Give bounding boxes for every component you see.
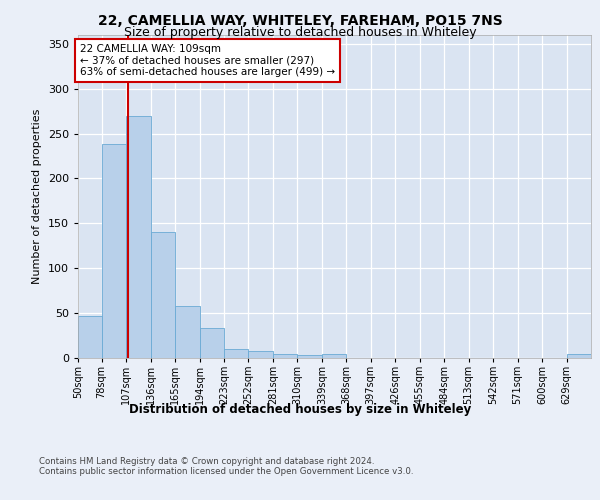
Bar: [248, 351, 273, 358]
Bar: [273, 354, 298, 358]
Bar: [322, 354, 346, 358]
Bar: [298, 355, 322, 358]
Text: Distribution of detached houses by size in Whiteley: Distribution of detached houses by size …: [129, 402, 471, 415]
Bar: [566, 354, 591, 358]
Text: Contains HM Land Registry data © Crown copyright and database right 2024.: Contains HM Land Registry data © Crown c…: [39, 458, 374, 466]
Bar: [151, 232, 175, 358]
Bar: [126, 116, 151, 358]
Text: 22 CAMELLIA WAY: 109sqm
← 37% of detached houses are smaller (297)
63% of semi-d: 22 CAMELLIA WAY: 109sqm ← 37% of detache…: [80, 44, 335, 77]
Text: 22, CAMELLIA WAY, WHITELEY, FAREHAM, PO15 7NS: 22, CAMELLIA WAY, WHITELEY, FAREHAM, PO1…: [98, 14, 502, 28]
Text: Contains public sector information licensed under the Open Government Licence v3: Contains public sector information licen…: [39, 468, 413, 476]
Bar: [175, 306, 199, 358]
Bar: [224, 348, 248, 358]
Bar: [199, 328, 224, 358]
Y-axis label: Number of detached properties: Number of detached properties: [32, 108, 42, 284]
Bar: [78, 316, 101, 358]
Text: Size of property relative to detached houses in Whiteley: Size of property relative to detached ho…: [124, 26, 476, 39]
Bar: [101, 144, 126, 358]
